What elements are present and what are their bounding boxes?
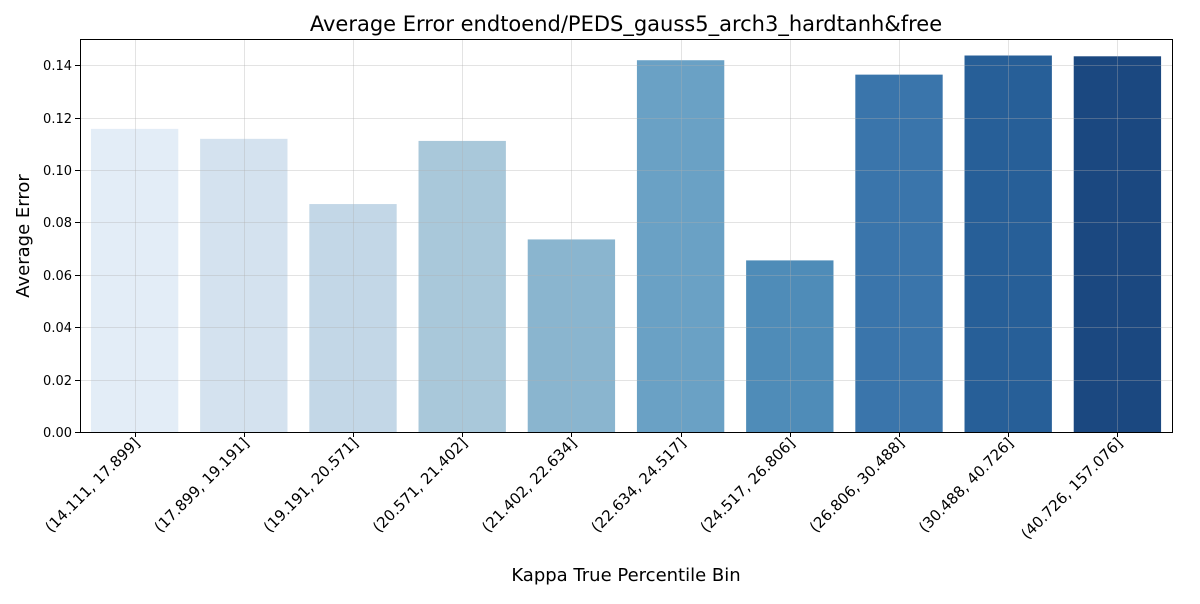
y-tick-label: 0.14 xyxy=(43,59,72,74)
x-tick-label: (30.488, 40.726] xyxy=(915,434,1017,536)
x-axis: (14.111, 17.899] (17.899, 19.191] (19.191,… xyxy=(41,432,1126,543)
x-tick-label: (17.899, 19.191] xyxy=(151,434,253,536)
y-tick-label: 0.12 xyxy=(43,112,72,127)
bar xyxy=(200,138,288,432)
chart-title: Average Error endtoend/PEDS_gauss5_arch3… xyxy=(310,12,942,37)
y-tick-label: 0.06 xyxy=(43,269,72,284)
x-tick-label: (22.634, 24.517] xyxy=(587,434,689,536)
bar xyxy=(746,260,834,432)
plot-frame xyxy=(80,39,1173,433)
x-axis-label: Kappa True Percentile Bin xyxy=(511,565,740,586)
y-axis-label: Average Error xyxy=(13,174,34,298)
x-tick-label: (21.402, 22.634] xyxy=(478,434,580,536)
bar xyxy=(309,204,397,432)
bar xyxy=(636,60,725,433)
bar xyxy=(418,140,506,432)
y-tick-label: 0.00 xyxy=(43,426,72,441)
bar xyxy=(964,55,1052,432)
y-tick-label: 0.08 xyxy=(43,216,72,231)
x-tick-label: (24.517, 26.806] xyxy=(697,434,799,536)
bar xyxy=(90,128,179,432)
bar xyxy=(527,239,616,432)
x-tick-label: (40.726, 157.076] xyxy=(1017,434,1126,543)
bar xyxy=(1073,56,1162,433)
bar xyxy=(855,74,943,432)
y-tick-label: 0.10 xyxy=(43,164,72,179)
x-tick-label: (19.191, 20.571] xyxy=(260,434,362,536)
bars xyxy=(90,55,1162,433)
y-axis: 0.00 0.02 0.04 0.06 0.08 0.10 0.12 0.14 xyxy=(43,59,80,441)
x-tick-label: (14.111, 17.899] xyxy=(41,434,143,536)
y-tick-label: 0.04 xyxy=(43,321,72,336)
x-tick-label: (20.571, 21.402] xyxy=(369,434,471,536)
x-tick-label: (26.806, 30.488] xyxy=(806,434,908,536)
y-tick-label: 0.02 xyxy=(43,374,72,389)
